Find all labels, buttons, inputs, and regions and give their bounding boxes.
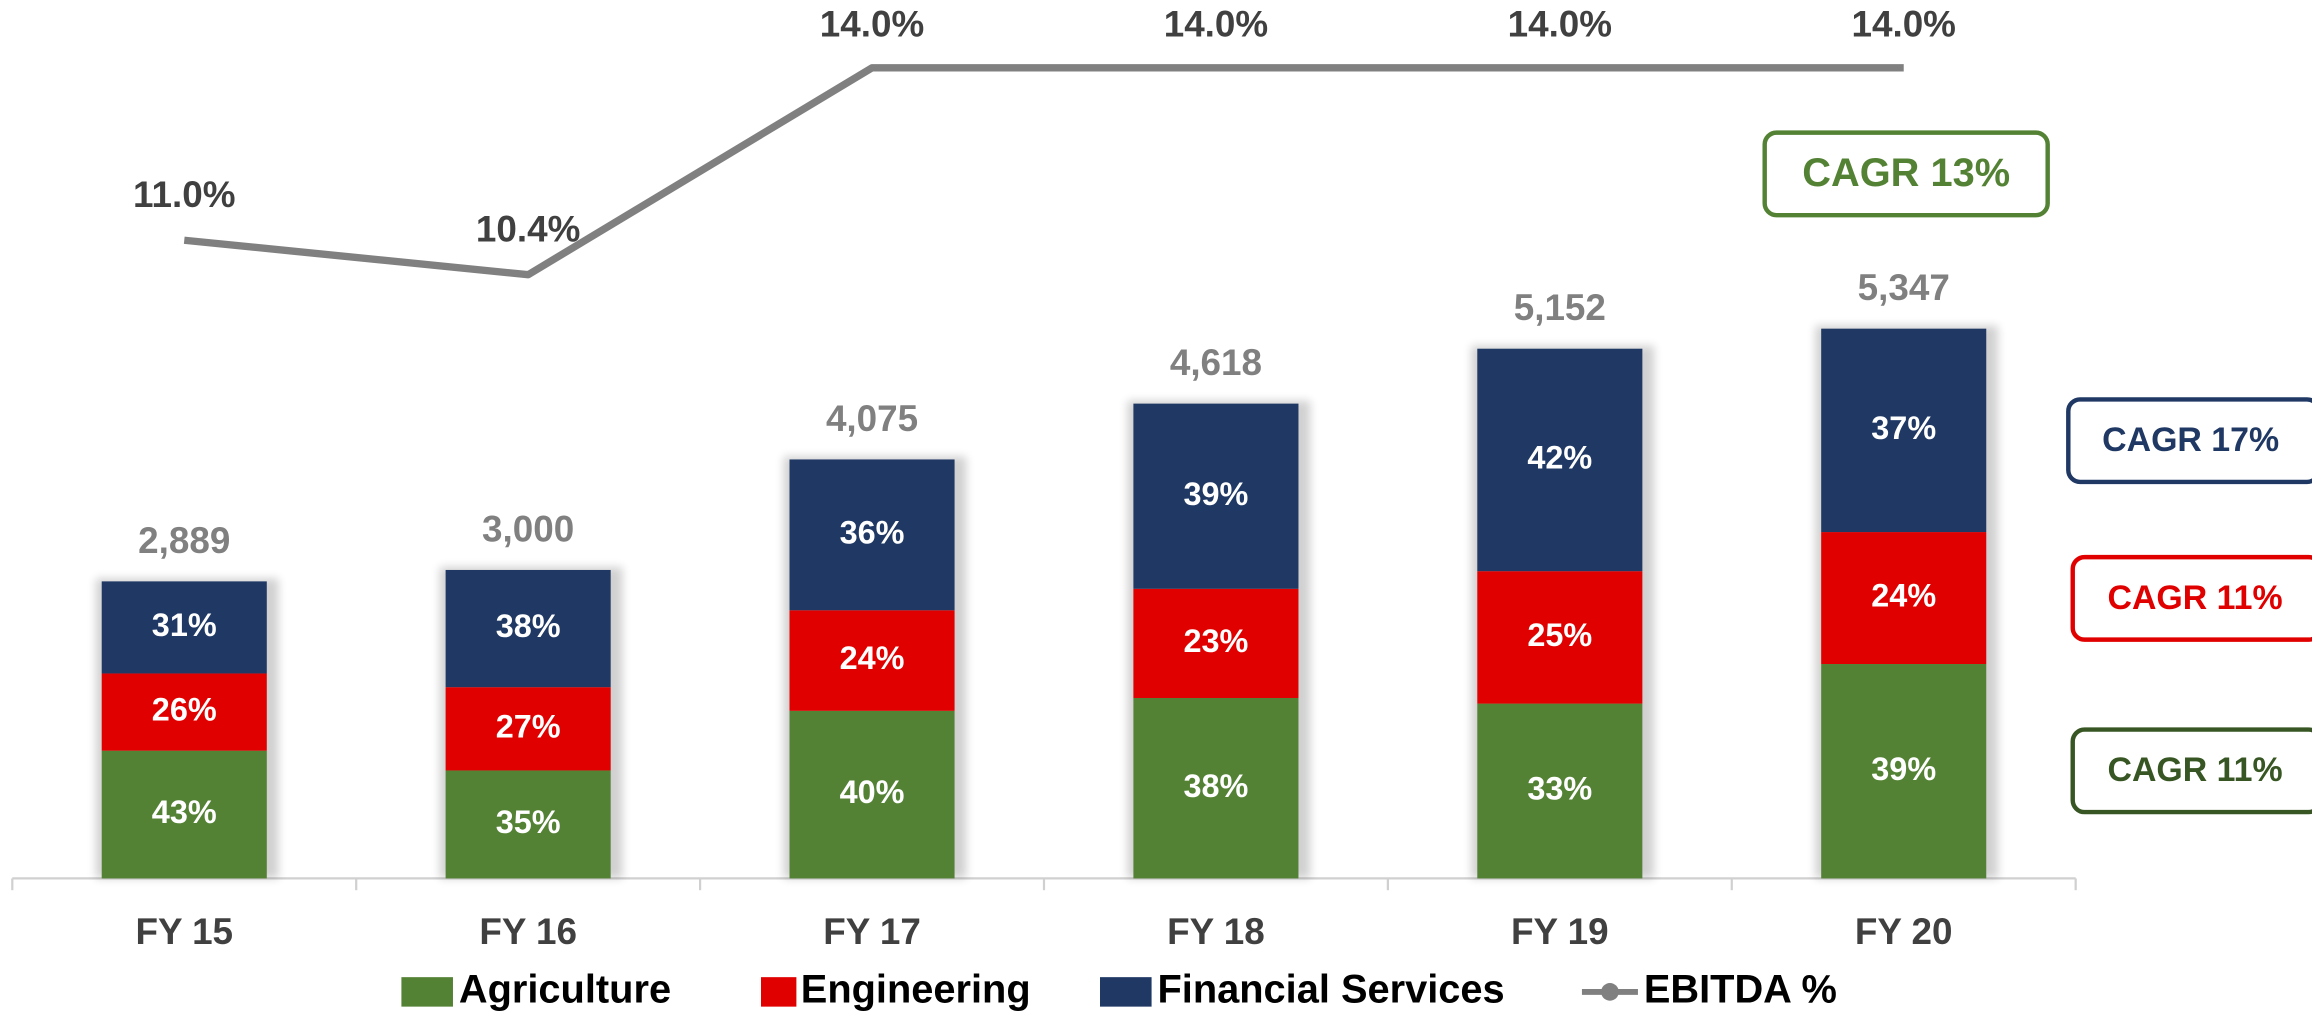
- data-label: 39%: [1871, 751, 1936, 787]
- cagr-text: CAGR 17%: [2102, 421, 2279, 459]
- ebitda-line: [183, 64, 1904, 279]
- data-label: 42%: [1527, 440, 1592, 476]
- line-label: 14.0%: [820, 3, 924, 44]
- data-label: 33%: [1527, 771, 1592, 807]
- data-label: 23%: [1183, 623, 1248, 659]
- x-tick-label: FY 16: [479, 911, 577, 952]
- bar-segment: [1133, 403, 1299, 589]
- data-label: 37%: [1871, 410, 1936, 446]
- bar-segment: [445, 770, 611, 879]
- bar-segment: [789, 459, 955, 611]
- total-label: 5,152: [1514, 287, 1606, 328]
- bar-segment: [1821, 532, 1987, 665]
- bar-segment: [1133, 588, 1299, 698]
- x-tick-label: FY 15: [135, 911, 233, 952]
- bar-segment: [101, 581, 267, 674]
- cagr-box: [2066, 397, 2312, 485]
- data-label: 26%: [152, 692, 217, 728]
- cagr-text: CAGR 13%: [1802, 151, 2010, 195]
- data-label: 39%: [1183, 476, 1248, 512]
- data-label: 38%: [1183, 768, 1248, 804]
- bar-segment: [445, 569, 611, 688]
- cagr-box: [2070, 727, 2312, 815]
- line-label: 14.0%: [1852, 3, 1956, 44]
- cagr-box: [2070, 554, 2312, 642]
- data-label: 35%: [496, 804, 561, 840]
- bar-segment: [789, 710, 955, 879]
- x-tick-label: FY 20: [1855, 911, 1953, 952]
- total-label: 5,347: [1858, 267, 1950, 308]
- legend-label: Engineering: [801, 967, 1031, 1011]
- data-label: 25%: [1527, 617, 1592, 653]
- legend-dot: [1601, 983, 1619, 1001]
- data-label: 24%: [1871, 578, 1936, 614]
- legend-label: EBITDA %: [1644, 967, 1837, 1011]
- bar-segment: [1477, 571, 1643, 704]
- x-tick-label: FY 19: [1511, 911, 1609, 952]
- data-label: 36%: [840, 514, 905, 550]
- total-label: 4,618: [1170, 342, 1262, 383]
- bar-segment: [445, 687, 611, 771]
- cagr-box: [1762, 130, 2050, 218]
- total-label: 4,075: [826, 398, 918, 439]
- bar-segment: [101, 750, 267, 879]
- legend-swatch: [761, 977, 797, 1007]
- data-label: 24%: [840, 640, 905, 676]
- data-label: 38%: [496, 608, 561, 644]
- line-label: 10.4%: [476, 209, 580, 250]
- data-label: 31%: [152, 607, 217, 643]
- data-label: 27%: [496, 708, 561, 744]
- total-label: 2,889: [138, 520, 230, 561]
- x-tick-label: FY 17: [823, 911, 921, 952]
- legend-swatch: [1099, 977, 1152, 1007]
- bar-segment: [101, 673, 267, 751]
- bar-segment: [1821, 664, 1987, 879]
- line-label: 14.0%: [1164, 3, 1268, 44]
- line-label: 11.0%: [133, 174, 235, 215]
- x-tick-label: FY 18: [1167, 911, 1265, 952]
- bar-segment: [1477, 348, 1643, 572]
- total-label: 3,000: [482, 508, 574, 549]
- bar-segment: [789, 610, 955, 711]
- legend-swatch: [401, 977, 453, 1007]
- bar-segment: [1821, 328, 1987, 533]
- legend-label: Agriculture: [459, 967, 671, 1011]
- data-label: 43%: [152, 794, 217, 830]
- cagr-text: CAGR 11%: [2108, 579, 2283, 617]
- data-label: 40%: [840, 774, 905, 810]
- bar-segment: [1133, 697, 1299, 879]
- cagr-text: CAGR 11%: [2108, 751, 2283, 789]
- line-label: 14.0%: [1508, 3, 1612, 44]
- bar-segment: [1477, 703, 1643, 879]
- legend-label: Financial Services: [1157, 967, 1504, 1011]
